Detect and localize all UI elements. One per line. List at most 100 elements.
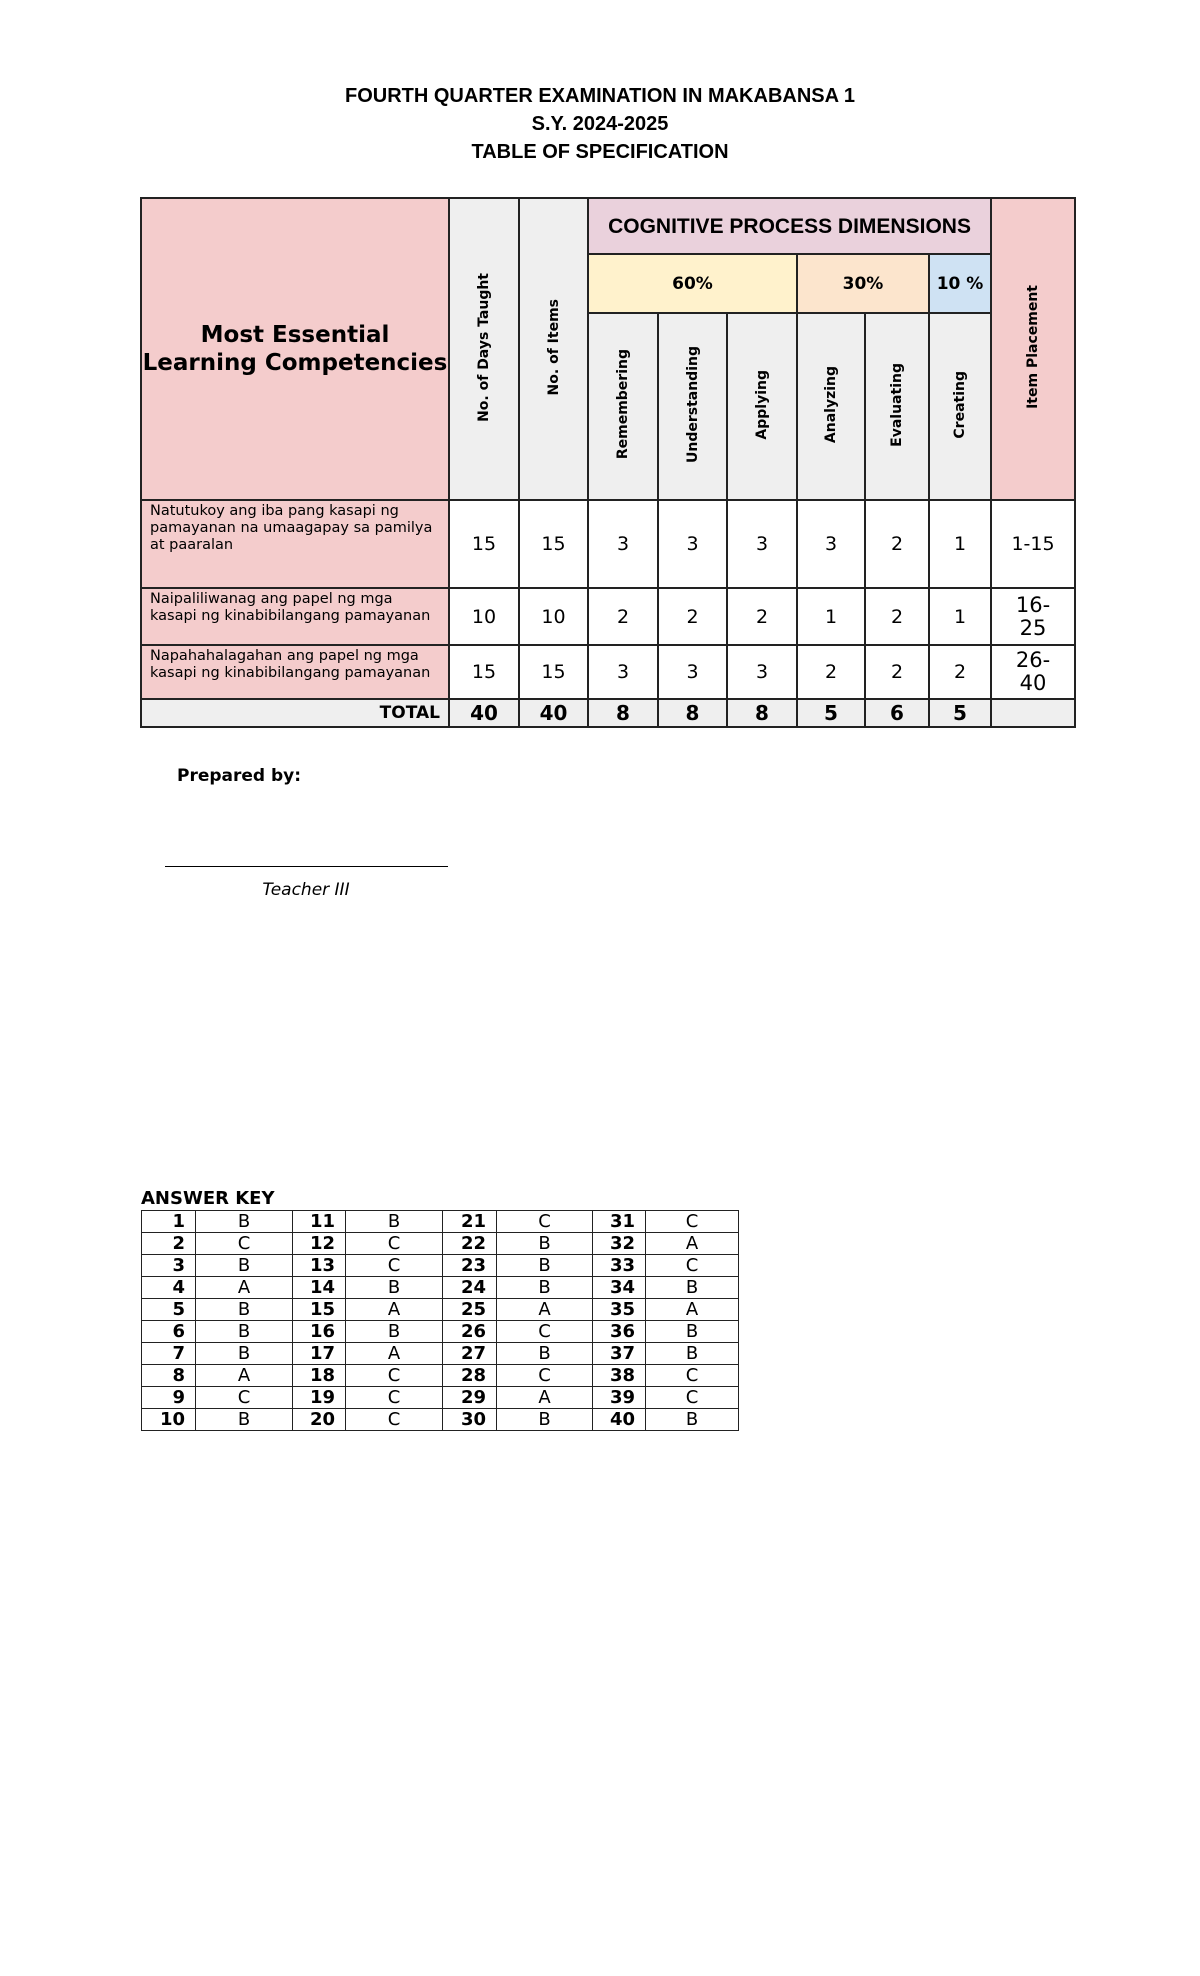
days-value: 15 xyxy=(448,644,520,700)
answer-letter: B xyxy=(345,1320,443,1343)
level-value: 2 xyxy=(864,587,930,646)
signatory-title: Teacher III xyxy=(262,880,350,900)
question-number: 38 xyxy=(592,1364,646,1387)
competencies-header: Most Essential Learning Competencies xyxy=(140,197,450,501)
answer-row: 5 B 15 A 25 A 35 A xyxy=(141,1298,739,1321)
question-number: 6 xyxy=(141,1320,196,1343)
total-level: 8 xyxy=(587,698,659,728)
answer-letter: B xyxy=(496,1342,593,1365)
school-year: S.Y. 2024-2025 xyxy=(531,113,669,135)
total-level: 8 xyxy=(726,698,798,728)
question-number: 11 xyxy=(292,1210,346,1233)
level-value: 3 xyxy=(796,499,866,589)
answer-row: 3 B 13 C 23 B 33 C xyxy=(141,1254,739,1277)
competency-text: Natutukoy ang iba pang kasapi ng pamayan… xyxy=(140,499,450,589)
question-number: 28 xyxy=(442,1364,497,1387)
level-evaluating: Evaluating xyxy=(864,312,930,501)
days-value: 15 xyxy=(448,499,520,589)
cognitive-header: COGNITIVE PROCESS DIMENSIONS xyxy=(586,197,993,255)
question-number: 23 xyxy=(442,1254,497,1277)
answer-letter: A xyxy=(345,1342,443,1365)
total-days: 40 xyxy=(448,698,520,728)
question-number: 13 xyxy=(292,1254,346,1277)
answer-letter: B xyxy=(195,1254,293,1277)
answer-letter: A xyxy=(345,1298,443,1321)
answer-key-table: 1 B 11 B 21 C 31 C 2 C 12 C 22 B 32 A 3 B 13 C 23 B 33 C 4 A 14 B 24… xyxy=(141,1210,739,1431)
question-number: 36 xyxy=(592,1320,646,1343)
answer-letter: C xyxy=(645,1210,739,1233)
answer-row: 4 A 14 B 24 B 34 B xyxy=(141,1276,739,1299)
total-label: TOTAL xyxy=(140,698,450,728)
total-level: 5 xyxy=(927,698,993,728)
question-number: 29 xyxy=(442,1386,497,1409)
competency-row: Natutukoy ang iba pang kasapi ng pamayan… xyxy=(140,499,1077,589)
answer-letter: B xyxy=(195,1408,293,1431)
level-value: 2 xyxy=(927,644,993,700)
question-number: 30 xyxy=(442,1408,497,1431)
level-value: 2 xyxy=(657,587,728,646)
answer-letter: B xyxy=(496,1232,593,1255)
question-number: 33 xyxy=(592,1254,646,1277)
answer-row: 10 B 20 C 30 B 40 B xyxy=(141,1408,739,1431)
answer-letter: B xyxy=(345,1276,443,1299)
question-number: 8 xyxy=(141,1364,196,1387)
question-number: 27 xyxy=(442,1342,497,1365)
level-value: 3 xyxy=(726,644,798,700)
answer-letter: C xyxy=(345,1408,443,1431)
answer-letter: B xyxy=(195,1342,293,1365)
answer-letter: C xyxy=(345,1254,443,1277)
items-value: 15 xyxy=(518,644,589,700)
question-number: 1 xyxy=(141,1210,196,1233)
question-number: 31 xyxy=(592,1210,646,1233)
pct-10: 10 % xyxy=(927,253,993,314)
level-value: 3 xyxy=(587,644,659,700)
answer-letter: B xyxy=(645,1276,739,1299)
answer-letter: C xyxy=(645,1386,739,1409)
answer-letter: A xyxy=(645,1232,739,1255)
level-value: 3 xyxy=(726,499,798,589)
days-header: No. of Days Taught xyxy=(448,197,520,501)
answer-letter: C xyxy=(345,1386,443,1409)
level-value: 3 xyxy=(657,644,728,700)
table-of-specification: Most Essential Learning Competencies No.… xyxy=(140,197,1077,728)
answer-letter: C xyxy=(496,1210,593,1233)
level-remembering: Remembering xyxy=(587,312,659,501)
level-value: 3 xyxy=(587,499,659,589)
question-number: 18 xyxy=(292,1364,346,1387)
answer-letter: B xyxy=(496,1276,593,1299)
answer-letter: C xyxy=(645,1254,739,1277)
answer-row: 8 A 18 C 28 C 38 C xyxy=(141,1364,739,1387)
answer-letter: B xyxy=(645,1408,739,1431)
question-number: 9 xyxy=(141,1386,196,1409)
answer-letter: A xyxy=(496,1298,593,1321)
question-number: 17 xyxy=(292,1342,346,1365)
competency-row: Napahahalagahan ang papel ng mga kasapi … xyxy=(140,644,1077,700)
total-level: 5 xyxy=(796,698,866,728)
placement-header: Item Placement xyxy=(990,197,1077,501)
prepared-by-label: Prepared by: xyxy=(177,766,302,786)
answer-letter: B xyxy=(195,1210,293,1233)
level-analyzing: Analyzing xyxy=(796,312,866,501)
answer-letter: B xyxy=(345,1210,443,1233)
level-value: 1 xyxy=(796,587,866,646)
answer-letter: A xyxy=(496,1386,593,1409)
answer-letter: B xyxy=(645,1342,739,1365)
answer-letter: B xyxy=(496,1408,593,1431)
answer-row: 2 C 12 C 22 B 32 A xyxy=(141,1232,739,1255)
item-placement: 1-15 xyxy=(990,499,1077,589)
question-number: 15 xyxy=(292,1298,346,1321)
level-value: 2 xyxy=(864,499,930,589)
answer-row: 7 B 17 A 27 B 37 B xyxy=(141,1342,739,1365)
items-value: 10 xyxy=(518,587,589,646)
level-value: 2 xyxy=(587,587,659,646)
answer-letter: C xyxy=(195,1232,293,1255)
pct-60: 60% xyxy=(587,253,798,314)
answer-letter: C xyxy=(345,1364,443,1387)
answer-row: 9 C 19 C 29 A 39 C xyxy=(141,1386,739,1409)
level-value: 1 xyxy=(927,587,993,646)
answer-letter: B xyxy=(645,1320,739,1343)
question-number: 32 xyxy=(592,1232,646,1255)
question-number: 4 xyxy=(141,1276,196,1299)
answer-letter: C xyxy=(645,1364,739,1387)
level-creating: Creating xyxy=(927,312,993,501)
